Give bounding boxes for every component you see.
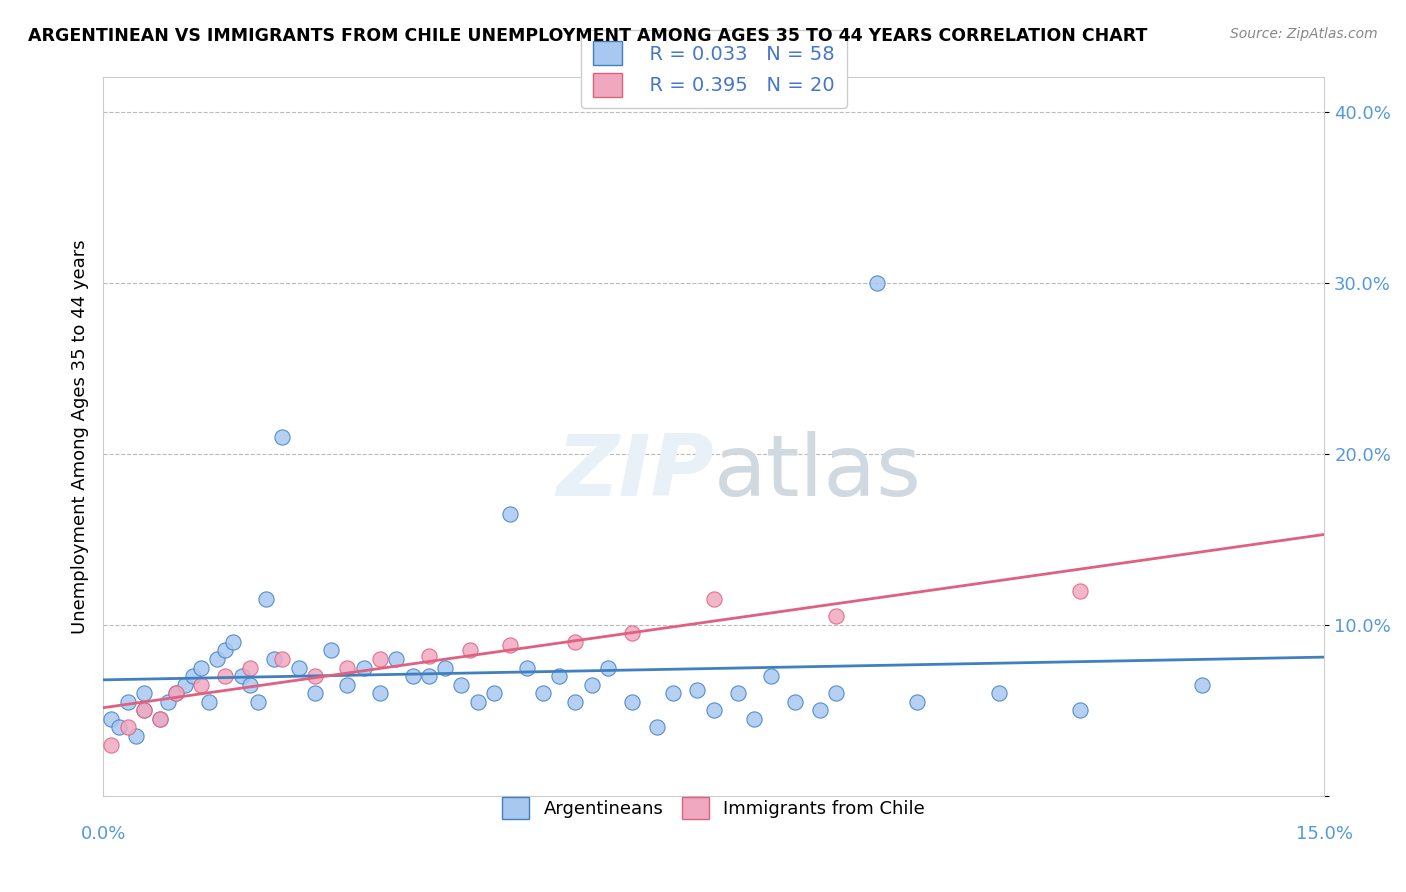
- Point: [205, 652, 228, 666]
- Point: [190, 660, 212, 674]
- Point: [165, 686, 187, 700]
- Point: [645, 721, 668, 735]
- Point: [304, 669, 326, 683]
- Point: [596, 660, 619, 674]
- Point: [263, 652, 285, 666]
- Point: [808, 703, 831, 717]
- Point: [117, 721, 139, 735]
- Point: [467, 695, 489, 709]
- Point: [987, 686, 1010, 700]
- Point: [1069, 583, 1091, 598]
- Point: [132, 686, 155, 700]
- Point: [165, 686, 187, 700]
- Point: [222, 635, 245, 649]
- Point: [246, 695, 269, 709]
- Point: [108, 721, 131, 735]
- Point: [336, 678, 359, 692]
- Point: [100, 712, 122, 726]
- Point: [434, 660, 457, 674]
- Point: [418, 648, 440, 663]
- Text: 15.0%: 15.0%: [1296, 824, 1353, 843]
- Y-axis label: Unemployment Among Ages 35 to 44 years: Unemployment Among Ages 35 to 44 years: [72, 239, 89, 634]
- Point: [254, 592, 277, 607]
- Point: [703, 703, 725, 717]
- Point: [271, 652, 294, 666]
- Point: [198, 695, 221, 709]
- Point: [214, 643, 236, 657]
- Point: [662, 686, 685, 700]
- Point: [353, 660, 375, 674]
- Point: [686, 682, 709, 697]
- Point: [450, 678, 472, 692]
- Point: [825, 686, 848, 700]
- Point: [564, 695, 586, 709]
- Point: [117, 695, 139, 709]
- Point: [181, 669, 204, 683]
- Point: [271, 430, 294, 444]
- Point: [304, 686, 326, 700]
- Point: [214, 669, 236, 683]
- Point: [581, 678, 603, 692]
- Point: [564, 635, 586, 649]
- Point: [621, 626, 644, 640]
- Point: [785, 695, 807, 709]
- Point: [825, 609, 848, 624]
- Point: [149, 712, 172, 726]
- Point: [368, 652, 391, 666]
- Point: [239, 678, 262, 692]
- Text: Source: ZipAtlas.com: Source: ZipAtlas.com: [1230, 27, 1378, 41]
- Point: [482, 686, 505, 700]
- Point: [759, 669, 782, 683]
- Point: [418, 669, 440, 683]
- Text: ZIP: ZIP: [557, 431, 714, 514]
- Point: [548, 669, 571, 683]
- Point: [239, 660, 262, 674]
- Point: [458, 643, 481, 657]
- Point: [157, 695, 180, 709]
- Point: [703, 592, 725, 607]
- Point: [287, 660, 309, 674]
- Point: [173, 678, 195, 692]
- Point: [865, 276, 887, 290]
- Point: [231, 669, 253, 683]
- Point: [499, 507, 522, 521]
- Point: [905, 695, 928, 709]
- Point: [336, 660, 359, 674]
- Point: [621, 695, 644, 709]
- Text: 0.0%: 0.0%: [80, 824, 125, 843]
- Point: [744, 712, 766, 726]
- Point: [132, 703, 155, 717]
- Point: [515, 660, 537, 674]
- Legend: Argentineans, Immigrants from Chile: Argentineans, Immigrants from Chile: [492, 786, 936, 830]
- Point: [727, 686, 749, 700]
- Point: [149, 712, 172, 726]
- Point: [100, 738, 122, 752]
- Text: atlas: atlas: [714, 431, 922, 514]
- Point: [531, 686, 554, 700]
- Point: [125, 729, 148, 743]
- Point: [385, 652, 408, 666]
- Text: ARGENTINEAN VS IMMIGRANTS FROM CHILE UNEMPLOYMENT AMONG AGES 35 TO 44 YEARS CORR: ARGENTINEAN VS IMMIGRANTS FROM CHILE UNE…: [28, 27, 1147, 45]
- Point: [401, 669, 423, 683]
- Point: [319, 643, 342, 657]
- Point: [190, 678, 212, 692]
- Point: [1069, 703, 1091, 717]
- Point: [499, 638, 522, 652]
- Point: [368, 686, 391, 700]
- Point: [1191, 678, 1213, 692]
- Point: [132, 703, 155, 717]
